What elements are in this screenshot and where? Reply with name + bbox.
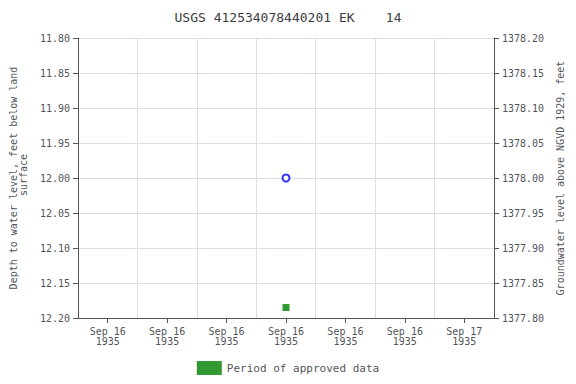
svg-text:1935: 1935 xyxy=(393,336,417,347)
svg-text:Groundwater level above NGVD 1: Groundwater level above NGVD 1929, feet xyxy=(555,61,566,296)
svg-text:12.05: 12.05 xyxy=(40,208,70,219)
svg-text:1377.90: 1377.90 xyxy=(502,243,544,254)
svg-text:12.20: 12.20 xyxy=(40,313,70,324)
svg-text:1935: 1935 xyxy=(215,336,239,347)
svg-text:1378.00: 1378.00 xyxy=(502,173,544,184)
svg-text:Sep 16: Sep 16 xyxy=(267,325,305,337)
svg-text:Sep 16: Sep 16 xyxy=(208,325,245,337)
svg-text:Sep 17: Sep 17 xyxy=(446,325,483,337)
svg-text:Period of approved data: Period of approved data xyxy=(227,362,379,375)
svg-text:1377.80: 1377.80 xyxy=(502,313,544,324)
svg-text:1935: 1935 xyxy=(274,336,298,347)
svg-text:Depth to water level, feet bel: Depth to water level, feet below land xyxy=(8,66,20,290)
svg-text:1935: 1935 xyxy=(96,336,120,347)
svg-text:1378.05: 1378.05 xyxy=(502,138,544,149)
svg-text:1378.10: 1378.10 xyxy=(502,103,544,114)
svg-text:11.95: 11.95 xyxy=(40,138,70,149)
svg-text:1935: 1935 xyxy=(155,336,179,347)
svg-text:USGS 412534078440201 EK 14: USGS 412534078440201 EK 14 xyxy=(175,10,402,25)
svg-text:1378.15: 1378.15 xyxy=(502,68,544,79)
svg-text:1378.20: 1378.20 xyxy=(502,33,544,44)
svg-text:Sep 16: Sep 16 xyxy=(89,325,126,337)
svg-text:11.80: 11.80 xyxy=(40,33,70,44)
svg-text:12.15: 12.15 xyxy=(40,278,70,289)
svg-text:12.10: 12.10 xyxy=(40,243,70,254)
svg-text:11.85: 11.85 xyxy=(40,68,70,79)
svg-text:Sep 16: Sep 16 xyxy=(386,325,423,337)
svg-text:Sep 16: Sep 16 xyxy=(327,325,364,337)
svg-text:1935: 1935 xyxy=(452,336,476,347)
svg-text:12.00: 12.00 xyxy=(40,173,70,184)
svg-text:1935: 1935 xyxy=(333,336,357,347)
svg-text:1377.85: 1377.85 xyxy=(502,278,544,289)
svg-text:11.90: 11.90 xyxy=(40,103,70,114)
svg-text:Sep 16: Sep 16 xyxy=(149,325,186,337)
svg-text:1377.95: 1377.95 xyxy=(502,208,544,219)
svg-text:surface: surface xyxy=(18,154,29,202)
